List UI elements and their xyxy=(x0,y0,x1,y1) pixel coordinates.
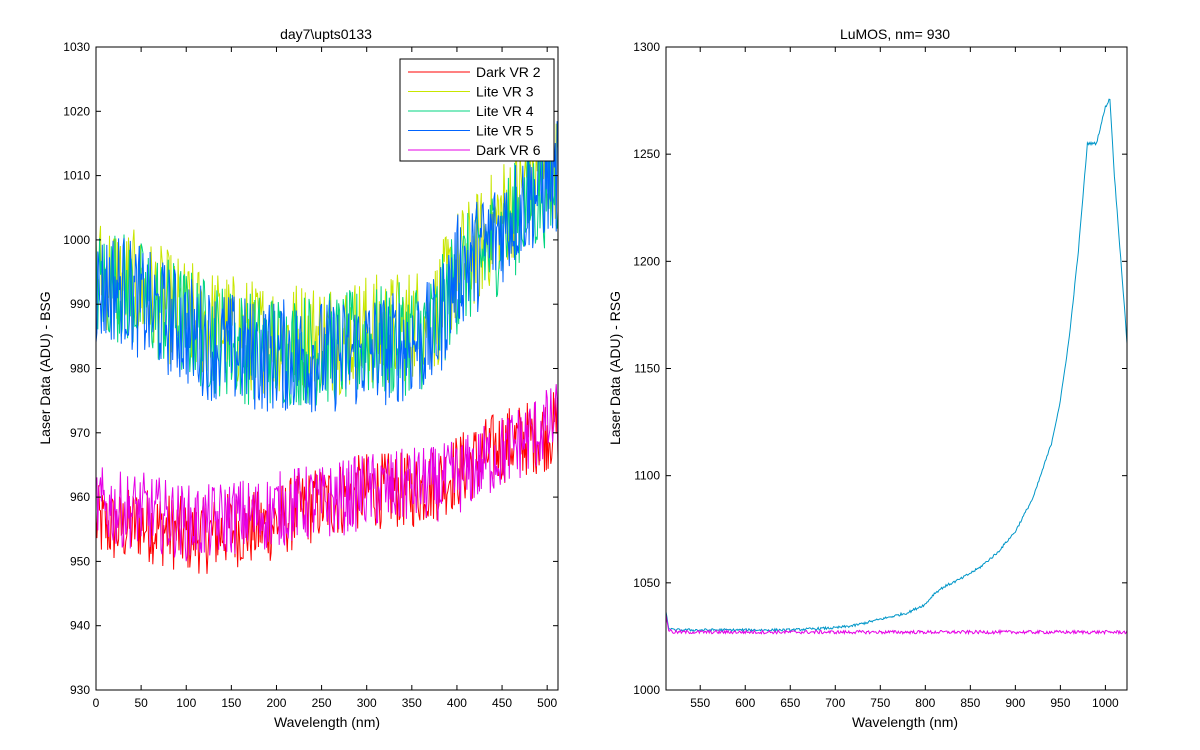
right-x-tick-label: 850 xyxy=(960,696,980,710)
right-series-line-1 xyxy=(665,98,1128,633)
right-x-tick-label: 550 xyxy=(690,696,710,710)
left-y-tick-label: 960 xyxy=(70,490,90,504)
right-series-group xyxy=(665,98,1128,636)
right-y-axis-label: Laser Data (ADU) - RSG xyxy=(607,291,623,445)
left-chart: day7\upts0133 0 50 100 150 200 250 300 350 400 45… xyxy=(37,26,559,730)
right-y-ticks: 1000 1050 1100 1150 1200 1250 1300 xyxy=(633,40,1127,697)
left-y-tick-label: 990 xyxy=(70,297,90,311)
left-y-tick-label: 970 xyxy=(70,426,90,440)
right-chart-title: LuMOS, nm= 930 xyxy=(840,26,950,42)
legend-label: Dark VR 2 xyxy=(476,64,541,80)
right-x-tick-label: 1000 xyxy=(1092,696,1119,710)
legend-label: Lite VR 4 xyxy=(476,103,534,119)
left-y-tick-label: 1020 xyxy=(63,104,90,118)
right-x-axis-label: Wavelength (nm) xyxy=(852,714,958,730)
left-y-tick-label: 930 xyxy=(70,683,90,697)
legend-label: Dark VR 6 xyxy=(476,142,541,158)
legend-label: Lite VR 3 xyxy=(476,84,534,100)
left-x-tick-label: 300 xyxy=(357,696,377,710)
right-x-tick-label: 600 xyxy=(735,696,755,710)
left-x-axis-label: Wavelength (nm) xyxy=(274,714,380,730)
right-y-tick-label: 1300 xyxy=(633,40,660,54)
right-plot-frame xyxy=(665,46,1128,691)
left-y-tick-label: 1030 xyxy=(63,40,90,54)
right-chart: LuMOS, nm= 930 550 600 650 700 750 800 850 900 9… xyxy=(607,26,1128,730)
left-x-tick-label: 100 xyxy=(176,696,196,710)
left-x-tick-label: 50 xyxy=(134,696,148,710)
right-x-tick-label: 900 xyxy=(1005,696,1025,710)
legend-label: Lite VR 5 xyxy=(476,123,534,139)
left-x-tick-label: 450 xyxy=(492,696,512,710)
left-y-tick-label: 940 xyxy=(70,619,90,633)
left-y-tick-label: 950 xyxy=(70,554,90,568)
legend-box xyxy=(399,58,555,162)
left-y-axis-label: Laser Data (ADU) - BSG xyxy=(37,291,53,444)
right-x-tick-label: 750 xyxy=(870,696,890,710)
legend-items: Dark VR 2 Lite VR 3 Lite VR 4 Lite VR 5 Dark… xyxy=(408,64,541,158)
left-series-line-4 xyxy=(95,121,559,413)
left-x-tick-label: 500 xyxy=(537,696,557,710)
right-series-line-2 xyxy=(665,614,1128,636)
right-x-tick-label: 950 xyxy=(1050,696,1070,710)
right-x-tick-label: 650 xyxy=(780,696,800,710)
left-x-tick-label: 250 xyxy=(312,696,332,710)
left-y-tick-label: 980 xyxy=(70,362,90,376)
right-x-ticks: 550 600 650 700 750 800 850 900 950 1000 xyxy=(690,47,1119,710)
left-x-tick-label: 0 xyxy=(93,696,100,710)
left-x-ticks: 0 50 100 150 200 250 300 350 400 450 500 xyxy=(93,47,558,710)
left-chart-title: day7\upts0133 xyxy=(280,26,372,42)
right-y-tick-label: 1250 xyxy=(633,147,660,161)
left-y-tick-label: 1000 xyxy=(63,233,90,247)
left-series-line-3 xyxy=(95,132,559,407)
left-y-tick-label: 1010 xyxy=(63,169,90,183)
left-x-tick-label: 350 xyxy=(402,696,422,710)
right-y-tick-label: 1000 xyxy=(633,683,660,697)
left-plot-frame xyxy=(95,46,559,691)
right-y-tick-label: 1150 xyxy=(634,362,660,376)
right-y-tick-label: 1100 xyxy=(634,469,660,483)
right-x-tick-label: 800 xyxy=(915,696,935,710)
left-x-tick-label: 150 xyxy=(221,696,241,710)
legend: Dark VR 2 Lite VR 3 Lite VR 4 Lite VR 5 Dark… xyxy=(399,58,555,162)
left-x-tick-label: 400 xyxy=(447,696,467,710)
left-series-line-5 xyxy=(95,384,559,562)
left-series-group xyxy=(95,115,559,574)
right-y-tick-label: 1050 xyxy=(633,576,660,590)
left-y-ticks: 930 940 950 960 970 980 990 1000 1010 1020 1030 xyxy=(63,40,558,697)
right-y-tick-label: 1200 xyxy=(633,254,660,268)
left-x-tick-label: 200 xyxy=(266,696,286,710)
right-x-tick-label: 700 xyxy=(825,696,845,710)
